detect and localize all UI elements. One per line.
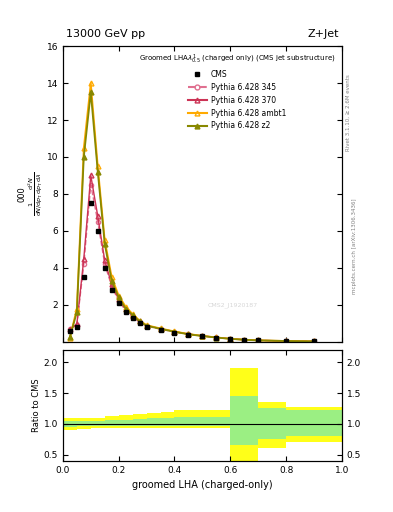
- Text: mcplots.cern.ch [arXiv:1306.3436]: mcplots.cern.ch [arXiv:1306.3436]: [352, 198, 357, 293]
- Legend: CMS, Pythia 6.428 345, Pythia 6.428 370, Pythia 6.428 ambt1, Pythia 6.428 z2: CMS, Pythia 6.428 345, Pythia 6.428 370,…: [136, 50, 338, 134]
- X-axis label: groomed LHA (charged-only): groomed LHA (charged-only): [132, 480, 273, 490]
- Text: Z+Jet: Z+Jet: [308, 29, 339, 39]
- Text: 000: 000: [18, 186, 27, 202]
- Text: CMS2_J1920187: CMS2_J1920187: [208, 302, 258, 308]
- Text: Rivet 3.1.10, ≥ 2.6M events: Rivet 3.1.10, ≥ 2.6M events: [346, 74, 351, 151]
- Y-axis label: Ratio to CMS: Ratio to CMS: [32, 378, 41, 432]
- Text: 13000 GeV pp: 13000 GeV pp: [66, 29, 145, 39]
- Y-axis label: $\frac{1}{\mathrm{d}N/\mathrm{d}p_{\mathrm{T}}} \frac{\mathrm{d}^2 N}{\mathrm{d}: $\frac{1}{\mathrm{d}N/\mathrm{d}p_{\math…: [27, 172, 45, 216]
